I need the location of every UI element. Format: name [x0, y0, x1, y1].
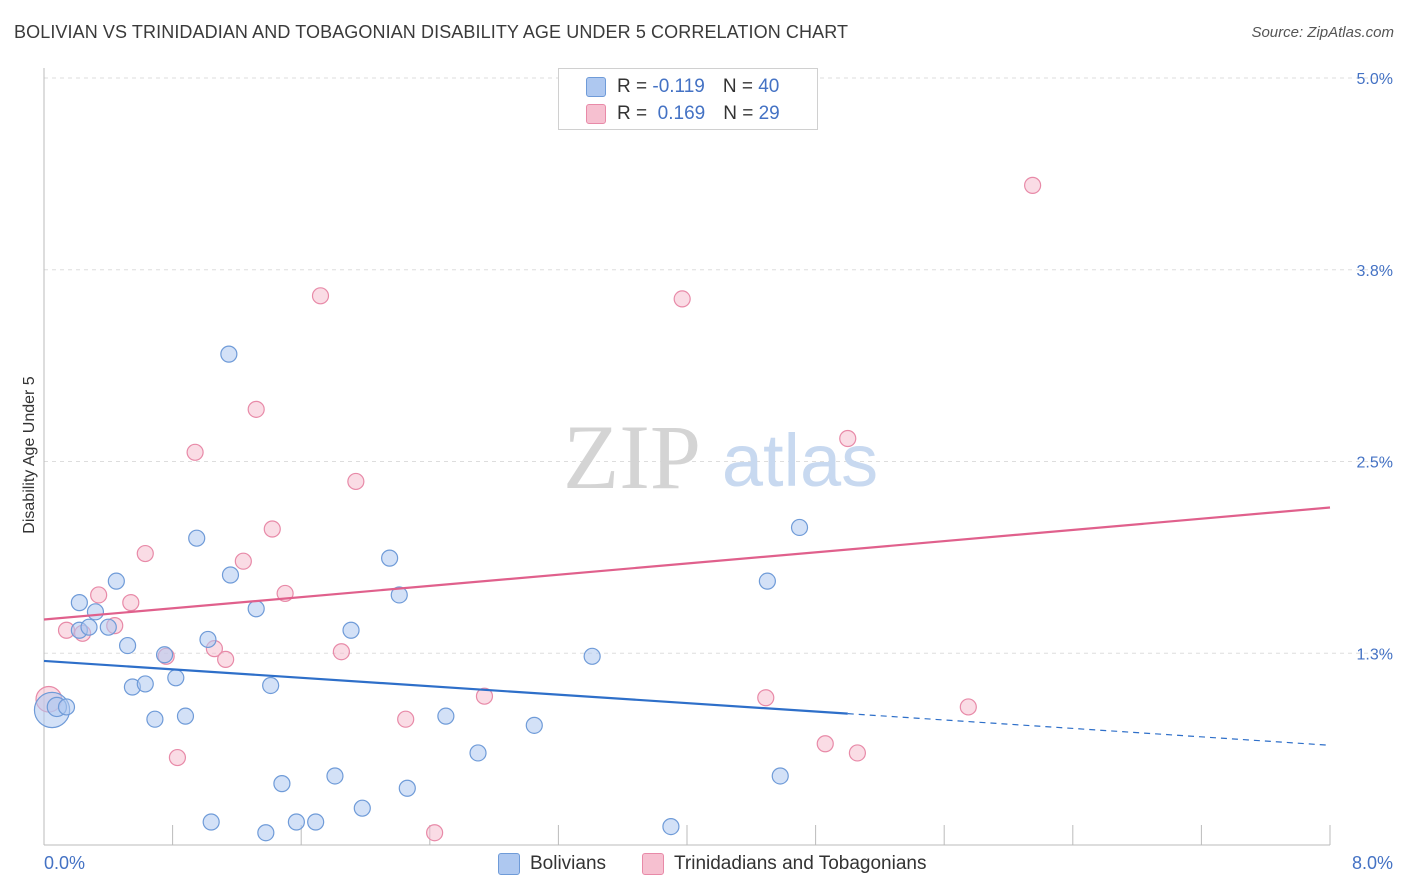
trinidadian-point — [168, 748, 187, 767]
trinidadian-point — [959, 698, 977, 716]
bolivian-point — [662, 817, 680, 836]
y-tick-label: 5.0% — [1357, 71, 1393, 88]
y-axis-title: Disability Age Under 5 — [21, 376, 38, 534]
bolivian-point — [188, 529, 206, 547]
bolivian-point — [287, 813, 305, 831]
legend: R = -0.119 N = 40 R = 0.169 N = 29 — [558, 68, 818, 130]
bolivian-point — [437, 707, 455, 725]
x-tick-label-max: 8.0% — [1352, 853, 1393, 873]
bolivian-trendline-extension — [847, 713, 1331, 746]
legend-swatch-blue — [586, 77, 606, 97]
bottom-legend-bolivians: Bolivians — [498, 852, 606, 876]
bolivian-point — [525, 716, 543, 734]
watermark-zip: ZIP — [563, 406, 701, 508]
bolivian-point — [199, 630, 217, 649]
trinidadian-point — [347, 472, 365, 491]
legend-n-value: 40 — [758, 76, 780, 97]
trinidadian-point — [90, 586, 108, 604]
bolivian-point — [247, 600, 265, 618]
trinidadian-point — [263, 520, 281, 538]
trinidadian-point — [397, 710, 415, 728]
bolivian-point — [771, 767, 789, 785]
bolivian-point — [167, 669, 185, 687]
legend-row-bolivians: R = -0.119 N = 40 — [617, 75, 779, 99]
legend-r-label: R = — [617, 103, 653, 124]
bolivian-point — [202, 813, 220, 831]
trinidadian-point — [332, 643, 350, 661]
bolivian-point — [342, 621, 360, 639]
legend-r-value: 0.169 — [652, 103, 706, 124]
bolivian-trendline — [43, 659, 848, 715]
trinidadian-point — [311, 287, 330, 305]
y-tick-label: 1.3% — [1357, 646, 1393, 663]
bolivian-point — [70, 594, 88, 612]
source-credit: Source: ZipAtlas.com — [1251, 24, 1394, 41]
trinidadian-point — [673, 290, 691, 308]
legend-n-label: N = — [723, 103, 759, 124]
trinidadian-point — [839, 429, 857, 448]
bolivian-point — [136, 675, 154, 693]
bolivian-point — [146, 710, 164, 728]
watermark: ZIP atlas — [563, 406, 878, 508]
series-trinidadian-points — [35, 176, 1042, 842]
bolivian-point — [257, 824, 275, 842]
legend-row-trinidadians: R = 0.169 N = 29 — [617, 102, 780, 126]
bolivian-point — [353, 799, 371, 817]
trinidadian-point — [816, 735, 834, 753]
trinidadian-point — [848, 744, 866, 762]
trinidadian-point — [136, 544, 154, 563]
x-tick-label-min: 0.0% — [44, 853, 85, 873]
bottom-legend-trinidadians: Trinidadians and Tobagonians — [642, 852, 926, 876]
bolivian-point — [790, 518, 809, 537]
trinidadian-point — [1024, 176, 1042, 194]
y-tick-label: 3.8% — [1357, 263, 1393, 280]
bolivian-point — [469, 744, 487, 762]
trinidadian-trendline — [43, 506, 1331, 621]
legend-swatch-pink — [586, 104, 606, 124]
legend-n-label: N = — [722, 76, 759, 97]
bolivian-point — [262, 676, 280, 695]
trinidadian-point — [426, 824, 444, 842]
bolivian-point — [80, 618, 98, 636]
bolivian-point — [57, 698, 76, 716]
bolivian-point — [273, 775, 291, 793]
y-tick-labels: 1.3% 2.5% 3.8% 5.0% — [1357, 71, 1393, 663]
trinidadian-point — [475, 687, 494, 705]
legend-n-value: 29 — [758, 103, 780, 124]
bolivian-point — [326, 767, 344, 785]
trinidadian-point — [186, 443, 204, 461]
bolivian-point — [86, 603, 105, 621]
bolivian-point — [583, 647, 601, 665]
bottom-legend-label: Bolivians — [530, 853, 607, 874]
bolivian-point — [381, 549, 399, 567]
trinidadian-point — [757, 689, 775, 707]
trinidadian-point — [217, 650, 235, 668]
bottom-legend-swatch-pink — [642, 853, 664, 875]
trinidadian-point — [247, 400, 265, 418]
bolivian-point — [390, 586, 408, 604]
bottom-legend-label: Trinidadians and Tobagonians — [674, 853, 927, 874]
bolivian-point — [99, 618, 117, 636]
chart-title: BOLIVIAN VS TRINIDADIAN AND TOBAGONIAN D… — [14, 22, 849, 42]
bolivian-point — [107, 572, 125, 590]
bolivian-point — [220, 345, 238, 363]
bolivian-point — [221, 566, 240, 584]
bolivian-point — [398, 779, 416, 797]
legend-r-label: R = — [617, 76, 653, 97]
bolivian-point — [307, 813, 325, 831]
trendlines — [43, 506, 1331, 746]
trinidadian-point — [122, 594, 140, 612]
series-bolivian-points — [33, 345, 809, 842]
bolivian-point — [758, 572, 776, 590]
legend-r-value: -0.119 — [652, 76, 705, 97]
bolivian-point — [155, 646, 174, 664]
watermark-atlas: atlas — [722, 419, 878, 502]
bolivian-point — [118, 636, 137, 655]
bolivian-point — [176, 707, 195, 725]
y-tick-label: 2.5% — [1357, 455, 1393, 472]
bottom-legend-swatch-blue — [498, 853, 520, 875]
trinidadian-point — [234, 552, 252, 570]
